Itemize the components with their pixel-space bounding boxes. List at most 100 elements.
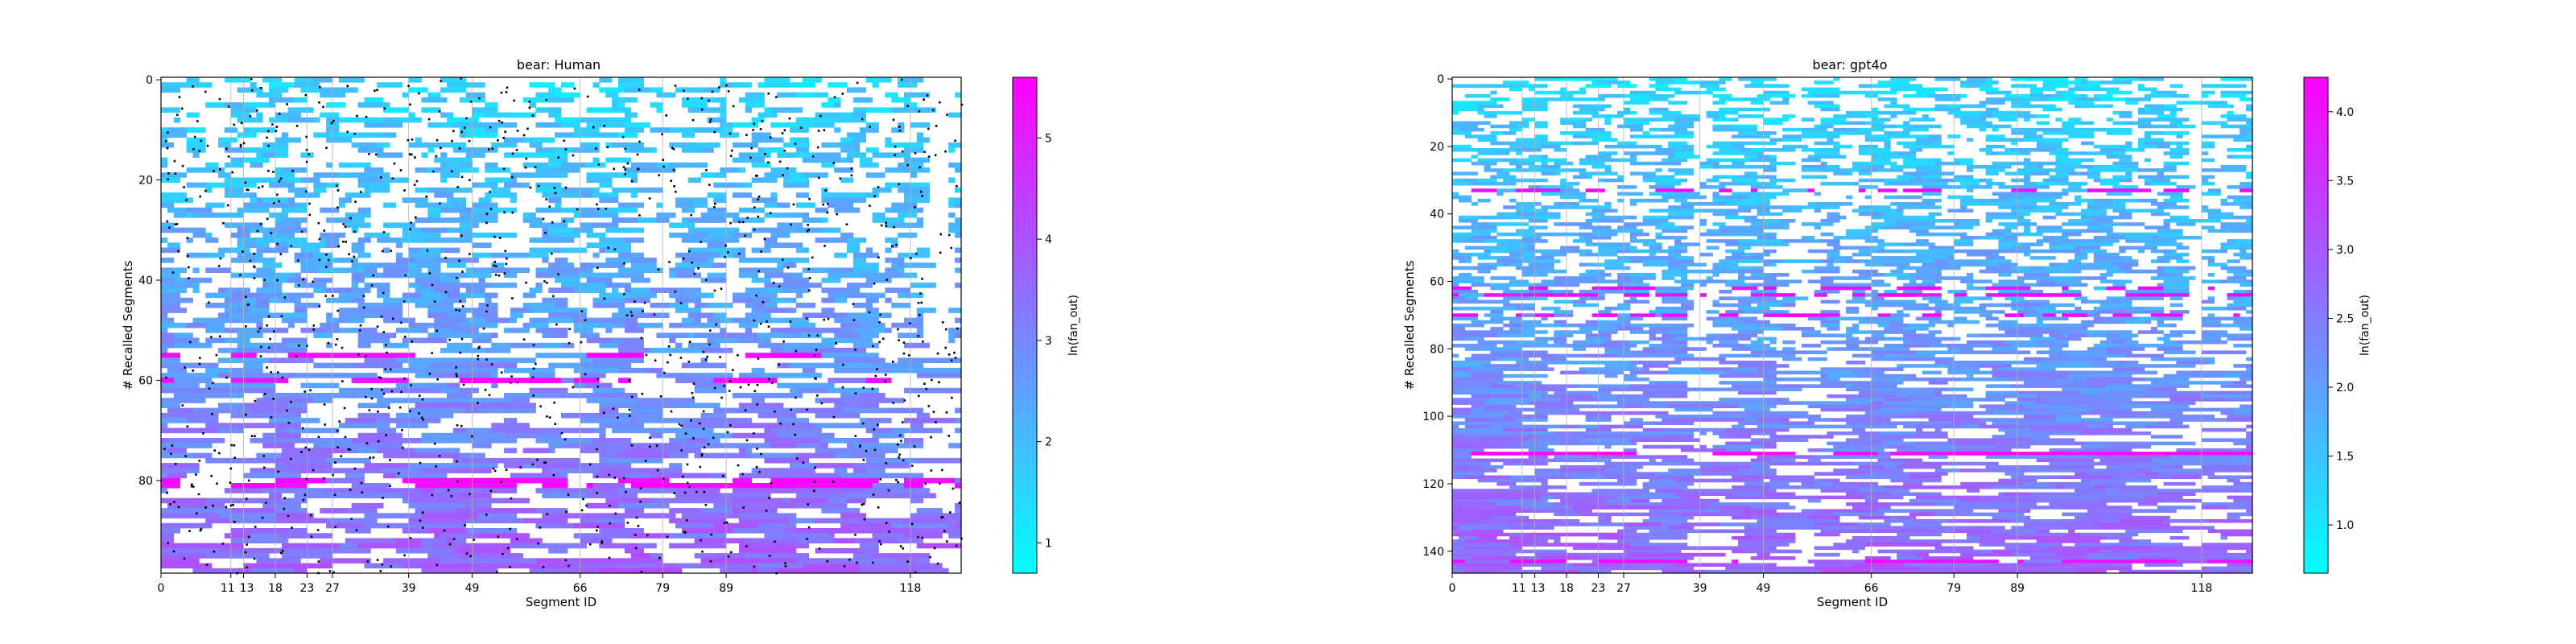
outlier-marker: [909, 322, 911, 325]
outlier-marker: [402, 447, 404, 449]
heatmap-cell: [1706, 178, 1719, 183]
heatmap-cell: [2246, 144, 2253, 149]
outlier-marker: [708, 343, 711, 346]
heatmap-cell: [1629, 155, 1637, 159]
outlier-marker: [402, 300, 406, 303]
heatmap-cell: [955, 513, 962, 518]
heatmap-cell: [1496, 259, 1504, 263]
outlier-marker: [258, 186, 260, 189]
heatmap-cell: [2024, 97, 2037, 101]
outlier-marker: [330, 122, 333, 125]
heatmap-cell: [485, 443, 492, 448]
outlier-marker: [872, 493, 875, 496]
heatmap-cell: [2099, 249, 2107, 254]
heatmap-cell: [885, 267, 898, 274]
heatmap-cell: [795, 117, 815, 123]
heatmap-cell: [802, 283, 822, 288]
heatmap-cell: [408, 247, 422, 254]
heatmap-cell: [161, 297, 175, 303]
heatmap-cell: [675, 308, 701, 313]
heatmap-cell: [275, 432, 301, 439]
outlier-marker: [323, 229, 326, 232]
heatmap-cell: [2233, 215, 2253, 220]
y-tick-label: 80: [138, 475, 153, 488]
heatmap-cell: [2207, 262, 2227, 267]
heatmap-cell: [1884, 161, 1897, 166]
heatmap-cell: [338, 292, 365, 299]
outlier-marker: [361, 491, 364, 494]
heatmap-cell: [2081, 208, 2095, 213]
heatmap-cell: [2220, 114, 2240, 118]
outlier-marker: [790, 408, 793, 411]
heatmap-cell: [167, 502, 206, 509]
heatmap-cell: [1509, 198, 1517, 203]
heatmap-cell: [1884, 141, 1891, 146]
heatmap-cell: [2150, 181, 2177, 186]
heatmap-cell: [357, 132, 384, 138]
outlier-marker: [720, 396, 723, 399]
heatmap-cell: [1992, 127, 1999, 132]
heatmap-cell: [256, 272, 276, 279]
outlier-marker: [439, 202, 441, 204]
outlier-marker: [755, 466, 758, 469]
outlier-marker: [166, 491, 168, 494]
outlier-marker: [774, 411, 776, 413]
heatmap-cell: [2024, 134, 2044, 138]
heatmap-cell: [2055, 148, 2062, 152]
heatmap-cell: [167, 438, 225, 444]
heatmap-cell: [1884, 259, 1910, 263]
heatmap-cell: [256, 112, 263, 118]
heatmap-cell: [599, 182, 613, 188]
heatmap-cell: [1967, 252, 1992, 257]
outlier-marker: [755, 294, 758, 297]
heatmap-cell: [1649, 110, 1675, 115]
heatmap-cell: [2150, 259, 2158, 263]
heatmap-cell: [230, 232, 250, 238]
outlier-marker: [397, 472, 400, 475]
heatmap-cell: [898, 207, 911, 213]
heatmap-cell: [738, 272, 758, 279]
heatmap-cell: [898, 187, 905, 193]
outlier-marker: [346, 85, 349, 88]
heatmap-cell: [859, 448, 898, 454]
outlier-marker: [899, 434, 902, 437]
heatmap-cell: [916, 543, 962, 549]
heatmap-cell: [1954, 158, 1974, 163]
outlier-marker: [761, 120, 764, 122]
outlier-marker: [212, 382, 214, 385]
heatmap-cell: [852, 528, 911, 534]
heatmap-cell: [1928, 124, 1942, 129]
heatmap-cell: [1655, 77, 1675, 81]
heatmap-cell: [745, 182, 753, 188]
heatmap-cell: [865, 322, 886, 328]
heatmap-cell: [377, 468, 384, 473]
heatmap-cell: [713, 407, 758, 414]
heatmap-cell: [2024, 276, 2050, 280]
heatmap-cell: [294, 308, 308, 313]
outlier-marker: [778, 160, 782, 163]
heatmap-cell: [1554, 171, 1561, 175]
heatmap-cell: [1452, 104, 1478, 109]
heatmap-cell: [504, 328, 511, 333]
heatmap-cell: [828, 237, 841, 243]
heatmap-cell: [1814, 269, 1840, 274]
heatmap-cell: [192, 452, 206, 459]
heatmap-cell: [1674, 110, 1682, 115]
heatmap-cell: [885, 297, 892, 303]
outlier-marker: [921, 278, 923, 280]
outlier-marker: [682, 89, 685, 92]
heatmap-cell: [1871, 222, 1897, 226]
heatmap-cell: [2081, 80, 2088, 85]
heatmap-cell: [764, 82, 791, 88]
heatmap-cell: [605, 317, 625, 324]
heatmap-cell: [548, 157, 568, 163]
heatmap-cell: [256, 297, 270, 303]
outlier-marker: [917, 535, 919, 539]
heatmap-cell: [1598, 262, 1624, 267]
heatmap-cell: [904, 147, 924, 153]
outlier-marker: [229, 481, 232, 484]
heatmap-cell: [1960, 198, 1980, 203]
heatmap-cell: [612, 337, 625, 344]
heatmap-cell: [1846, 110, 1853, 115]
heatmap-cell: [1515, 164, 1523, 169]
